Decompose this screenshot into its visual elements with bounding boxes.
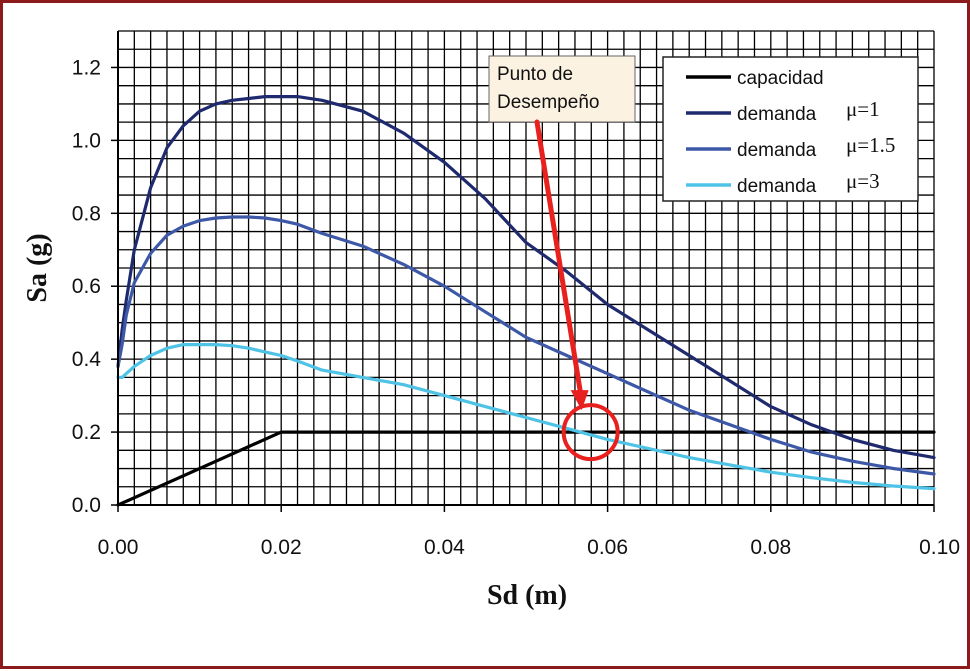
x-tick-label: 0.02	[261, 536, 302, 559]
annotation-text-line1: Punto de	[497, 64, 573, 85]
legend-label: capacidad	[737, 68, 824, 89]
annotation-arrow-head	[570, 390, 589, 411]
y-tick-label: 0.0	[72, 494, 101, 517]
series-line-demanda-2	[116, 215, 936, 476]
series-line-demanda-1	[116, 94, 936, 460]
x-tick-label: 0.10	[919, 536, 960, 559]
legend-label: demanda	[737, 176, 817, 197]
legend-label: demanda	[737, 104, 817, 125]
x-tick-label: 0.08	[750, 536, 791, 559]
y-tick-label: 0.4	[72, 348, 102, 371]
series-line-capacidad	[116, 430, 936, 507]
performance-point-annotation: Punto de Desempeño	[488, 55, 636, 462]
x-tick-label: 0.04	[424, 536, 465, 559]
y-tick-label: 1.0	[72, 129, 101, 152]
legend-mu-label: μ=1	[846, 97, 880, 121]
y-tick-label: 1.2	[72, 56, 101, 79]
annotation-box	[488, 55, 636, 123]
axes	[111, 31, 935, 512]
legend-mu-label: μ=3	[846, 169, 880, 193]
series-layer	[116, 94, 936, 507]
series-line-demanda-3	[116, 343, 936, 491]
y-tick-label: 0.8	[72, 202, 101, 225]
annotation-arrow-shaft	[534, 119, 585, 403]
legend: capacidad demanda μ=1 demanda μ=1.5 demanda μ=…	[662, 56, 919, 202]
x-axis-label: Sd (m)	[487, 580, 567, 611]
tick-labels: 0.00 0.02 0.04 0.06 0.08 0.10 0.0 0.2 0.4 0.6 0.8 1…	[72, 56, 960, 559]
annotation-text-line2: Desempeño	[497, 92, 599, 113]
legend-box	[662, 56, 919, 202]
legend-mu-label: μ=1.5	[846, 133, 895, 157]
y-axis-label: Sa (g)	[22, 233, 53, 302]
x-tick-label: 0.06	[587, 536, 628, 559]
x-tick-label: 0.00	[98, 536, 139, 559]
y-tick-label: 0.6	[72, 275, 101, 298]
y-tick-label: 0.2	[72, 421, 101, 444]
chart-svg: 0.00 0.02 0.04 0.06 0.08 0.10 0.0 0.2 0.4 0.6 0.8 1…	[22, 30, 960, 611]
performance-point-circle	[561, 403, 620, 462]
legend-label: demanda	[737, 140, 817, 161]
